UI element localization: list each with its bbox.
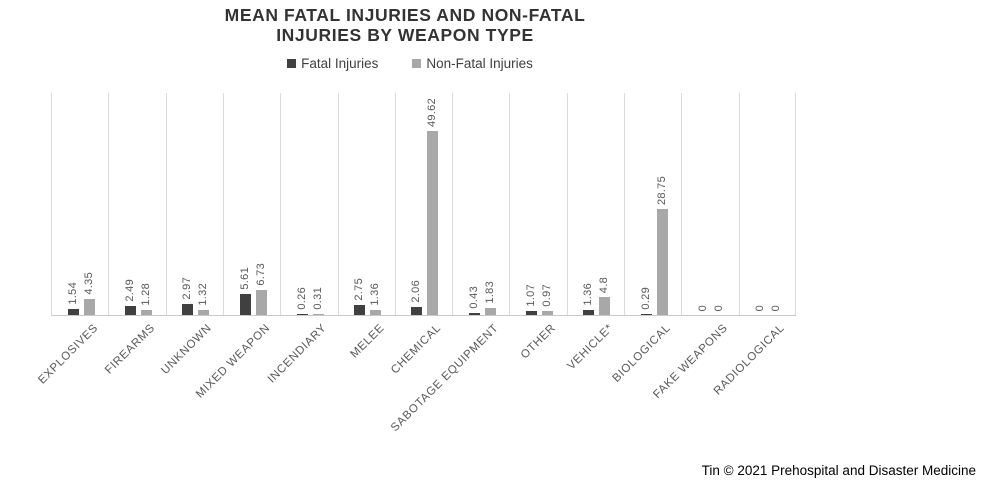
bar-value-label: 2.06 [410,280,422,303]
bar-value-label: 1.28 [140,283,152,306]
x-axis-label: VEHICLE* [565,322,616,373]
bar-nonfatal [313,314,324,315]
legend-label-nonfatal: Non-Fatal Injuries [426,56,533,71]
bar-value-label: 0.29 [640,287,652,310]
bar-value-label: 5.61 [239,267,251,290]
bar-value-label: 2.97 [181,277,193,300]
gridline [108,93,109,315]
bar-value-label: 0 [770,304,782,311]
gridline [280,93,281,315]
bar-fatal [469,313,480,315]
gridline [51,93,52,315]
gridline [567,93,568,315]
bar-value-label: 2.75 [353,278,365,301]
gridline [624,93,625,315]
bar-fatal [240,294,251,315]
bar-fatal [125,306,136,315]
bar-value-label: 0.26 [296,287,308,310]
x-axis-label: CHEMICAL [389,322,444,377]
bar-value-label: 4.8 [598,276,610,293]
bar-fatal [297,314,308,315]
bar-nonfatal [599,297,610,315]
bar-nonfatal [542,311,553,315]
bar-value-label: 49.62 [426,97,438,127]
bar-fatal [583,310,594,315]
bar-value-label: 1.07 [525,284,537,307]
x-axis-label: UNKNOWN [159,322,215,377]
x-axis-label: MELEE [347,322,387,361]
bar-nonfatal [141,310,152,315]
gridline [166,93,167,315]
bar-fatal [68,309,79,315]
bar-value-label: 1.36 [369,283,381,306]
bar-value-label: 1.36 [582,283,594,306]
x-axis-labels: EXPLOSIVES FIREARMS UNKNOWN MIXED WEAPON INC… [36,316,796,466]
bar-nonfatal [256,290,267,315]
bar-value-label: 1.32 [197,283,209,306]
gridline [452,93,453,315]
bar-value-label: 1.54 [67,282,79,305]
gridline [223,93,224,315]
bar-fatal [182,304,193,315]
bar-value-label: 0 [754,304,766,311]
bar-value-label: 28.75 [656,175,668,205]
legend-swatch-nonfatal-icon [412,59,422,68]
bar-value-label: 1.83 [484,281,496,304]
bar-value-label: 0 [713,304,725,311]
bar-nonfatal [657,209,668,315]
chart-title: MEAN FATAL INJURIES AND NON-FATAL INJURI… [224,5,586,45]
legend: Fatal Injuries Non-Fatal Injuries [0,56,820,71]
bar-value-label: 2.49 [124,279,136,302]
gridline [681,93,682,315]
credit-line: Tin © 2021 Prehospital and Disaster Medi… [701,463,976,478]
bar-value-label: 0.31 [312,287,324,310]
title-container: MEAN FATAL INJURIES AND NON-FATAL INJURI… [0,5,810,45]
x-axis-label: OTHER [519,322,559,362]
bar-nonfatal [427,131,438,315]
bar-nonfatal [198,310,209,315]
bar-fatal [354,305,365,315]
x-axis-label: FIREARMS [103,322,158,377]
gridline [739,93,740,315]
bar-value-label: 0 [697,304,709,311]
x-axis-label: INCENDIARY [266,322,330,386]
bar-fatal [526,311,537,315]
bar-fatal [641,314,652,315]
gridline [795,93,796,315]
gridline [338,93,339,315]
plot-area: 1.54 4.35 2.49 1.28 2.97 1.32 5.61 6.73 0.26 0.31… [51,93,796,316]
bar-value-label: 4.35 [83,272,95,295]
x-axis-label: EXPLOSIVES [35,322,101,387]
bar-value-label: 0.43 [468,286,480,309]
x-axis-label: BIOLOGICAL [610,322,674,385]
legend-swatch-fatal-icon [287,59,297,68]
gridline [395,93,396,315]
bar-nonfatal [485,308,496,315]
bar-nonfatal [84,299,95,315]
legend-label-fatal: Fatal Injuries [301,56,379,71]
bar-fatal [411,307,422,315]
bar-nonfatal [370,310,381,315]
legend-item-fatal: Fatal Injuries [287,56,378,71]
bar-value-label: 0.97 [541,284,553,307]
bar-value-label: 6.73 [255,263,267,286]
x-axis-label: SABOTAGE EQUIPMENT [389,322,502,435]
gridline [509,93,510,315]
legend-item-nonfatal: Non-Fatal Injuries [412,56,533,71]
